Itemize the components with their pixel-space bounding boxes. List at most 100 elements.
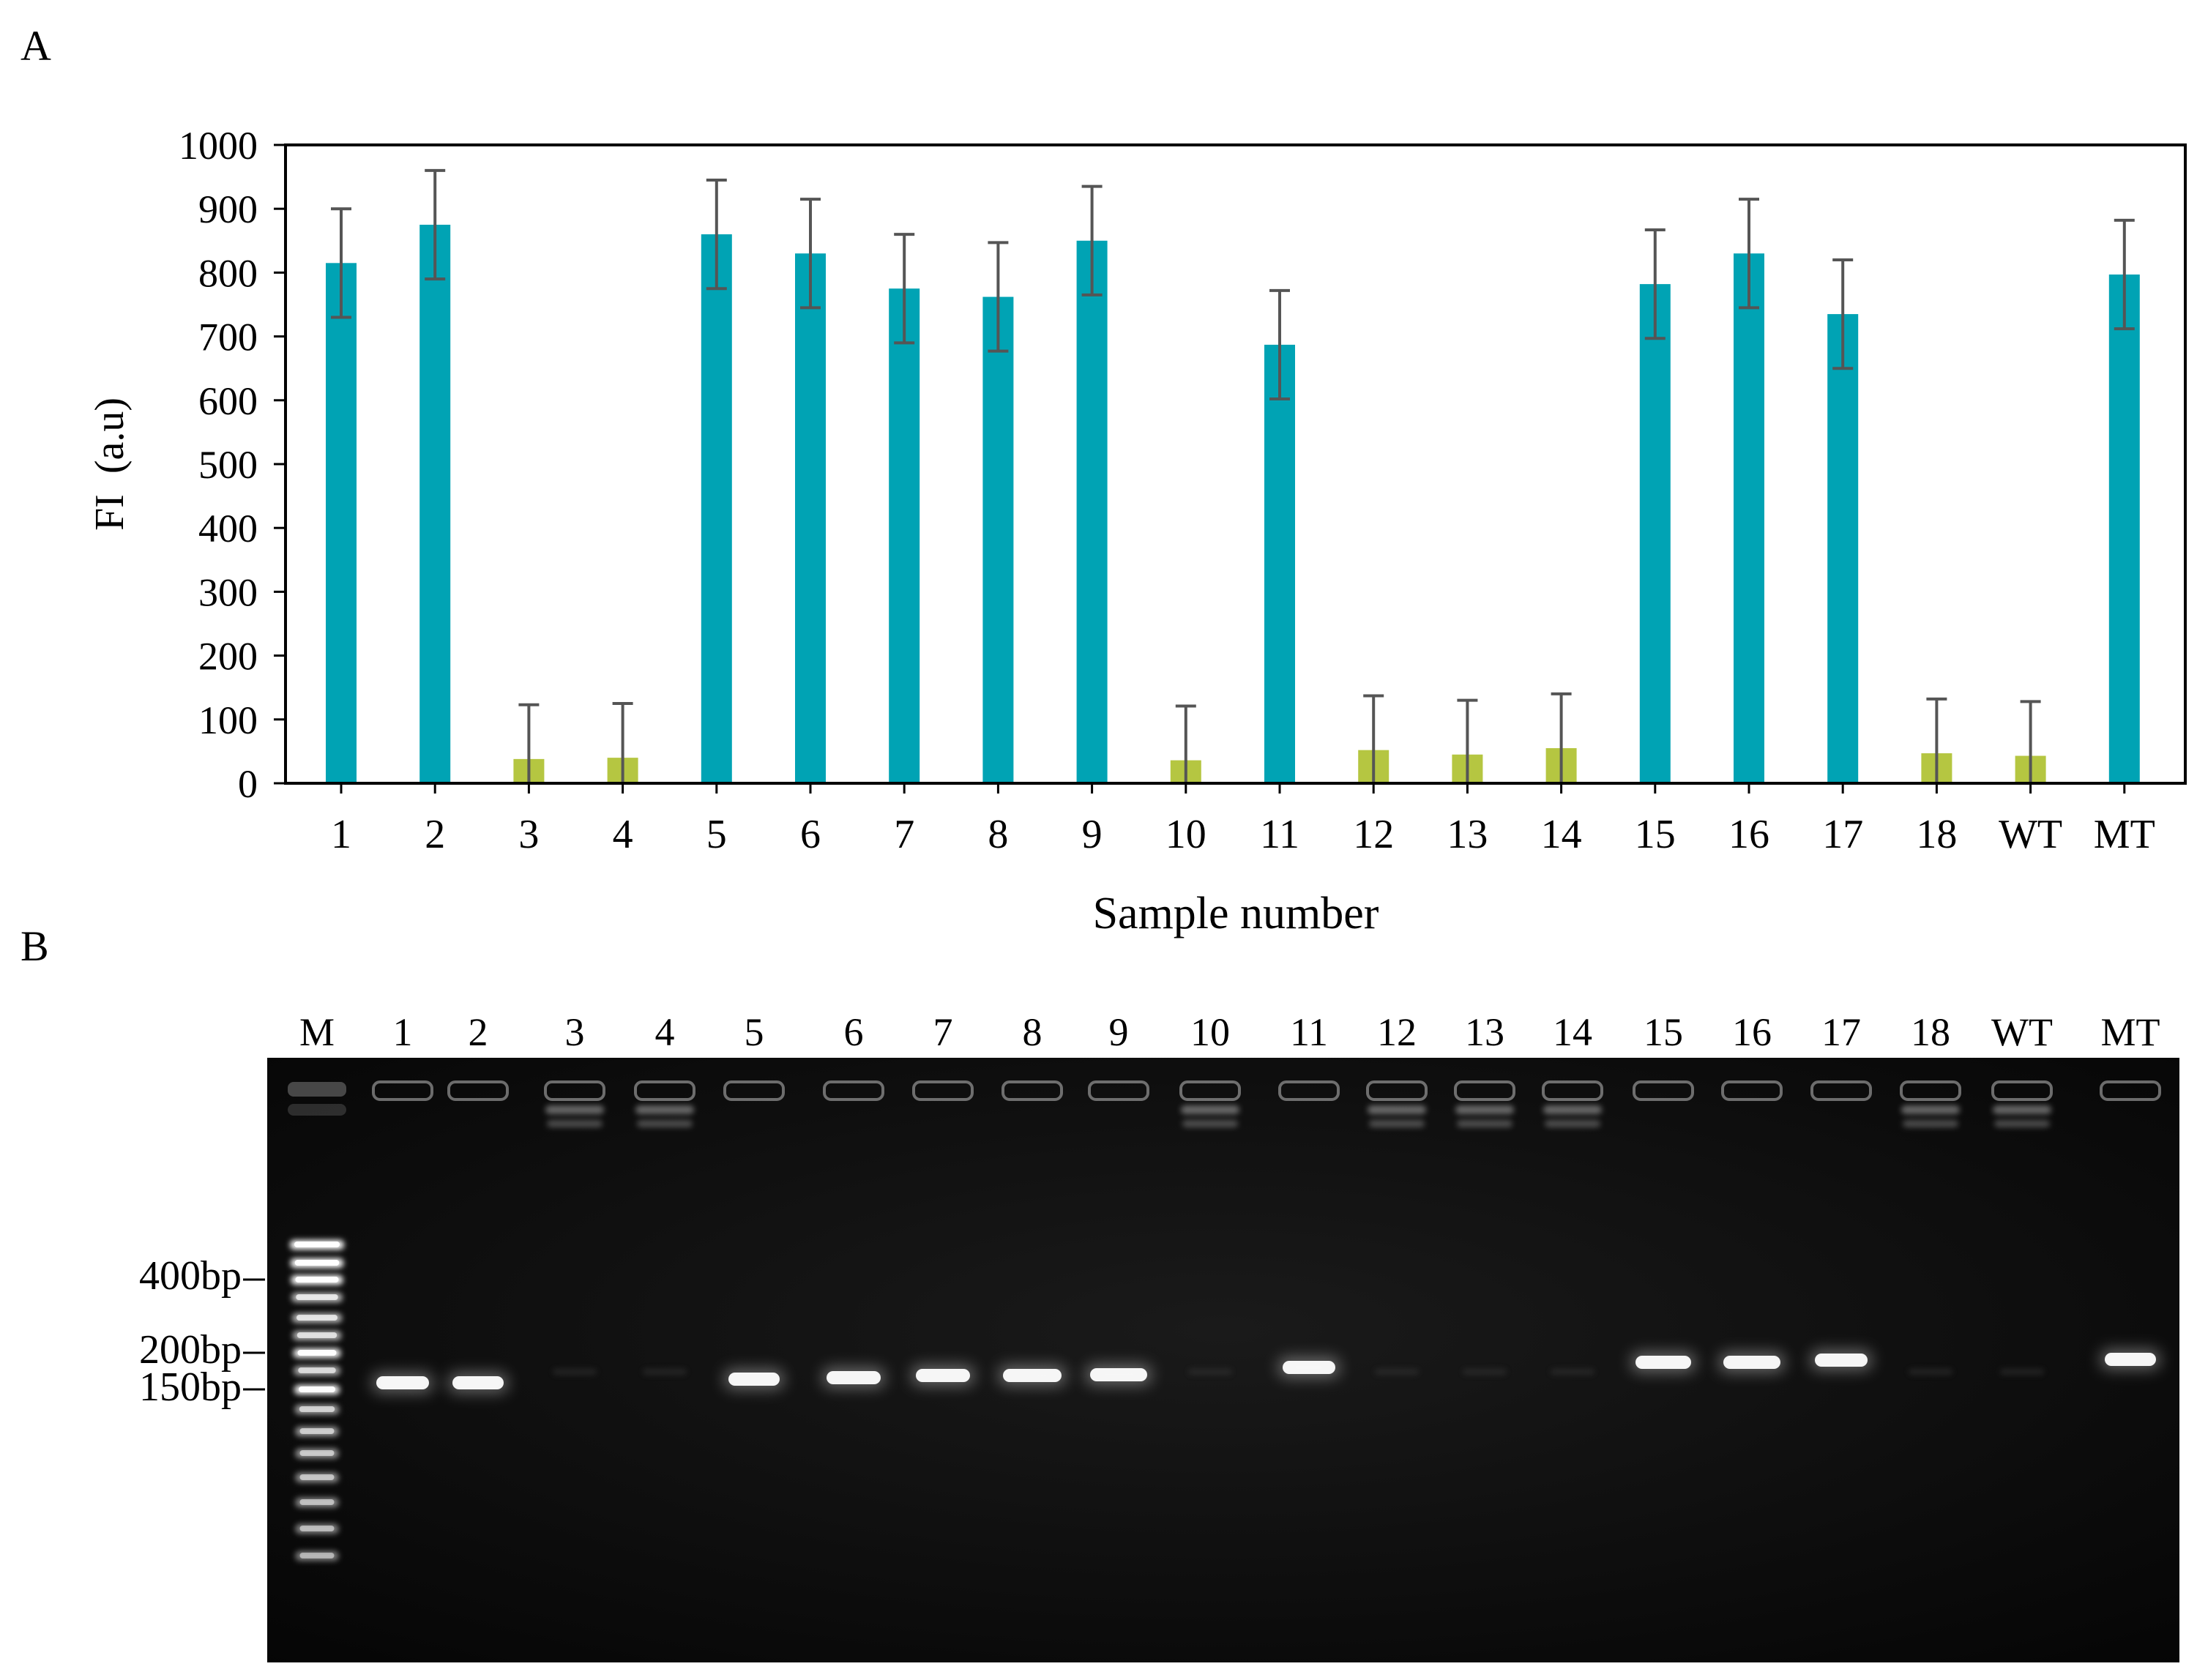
ladder-band-core — [296, 1332, 337, 1338]
x-tick-label-10: 10 — [1165, 812, 1206, 857]
gel-well — [1366, 1080, 1428, 1101]
x-tick-label-1: 1 — [331, 812, 351, 857]
well-smear — [1993, 1105, 2051, 1114]
well-smear — [1455, 1105, 1514, 1114]
gel-lane-label-18: 18 — [1911, 1010, 1950, 1054]
gel-well — [288, 1082, 346, 1097]
gel-lane-label-17: 17 — [1821, 1010, 1861, 1054]
marker-label-400bp: 400bp — [139, 1253, 242, 1299]
ladder-band — [295, 1551, 339, 1561]
x-tick-label-13: 13 — [1447, 812, 1488, 857]
ladder-band-core — [295, 1277, 339, 1283]
y-tick-label: 200 — [198, 635, 258, 679]
gel-lane-label-12: 12 — [1377, 1010, 1417, 1054]
bar-7 — [889, 288, 920, 783]
x-tick-label-8: 8 — [988, 812, 1008, 857]
bar-9 — [1076, 240, 1108, 783]
gel-lane-label-15: 15 — [1644, 1010, 1683, 1054]
y-tick-label: 600 — [198, 379, 258, 423]
bar-5 — [701, 234, 732, 784]
well-smear — [1545, 1120, 1600, 1127]
x-tick-label-15: 15 — [1635, 812, 1676, 857]
pcr-band-11 — [1283, 1361, 1335, 1374]
bar-15 — [1639, 284, 1671, 783]
x-tick-label-11: 11 — [1260, 812, 1299, 857]
gel-well — [1900, 1080, 1961, 1101]
ladder-band-core — [299, 1526, 335, 1531]
marker-label-150bp: 150bp — [139, 1364, 242, 1410]
faint-band — [643, 1369, 687, 1375]
gel-lane-label-16: 16 — [1732, 1010, 1772, 1054]
x-axis-ticks: 1 2 3 4 5 6 7 8 9 10 11 12 13 14 15 16 17 18 WT MT — [331, 783, 2155, 857]
gel-well — [1179, 1080, 1241, 1101]
bar-6 — [795, 253, 826, 783]
bars — [326, 225, 2140, 784]
gel-lane-label-6: 6 — [844, 1010, 864, 1054]
y-tick-label: 900 — [198, 187, 258, 231]
ladder-band-core — [299, 1450, 335, 1456]
gel-well — [1454, 1080, 1515, 1101]
gel-lane-label-4: 4 — [655, 1010, 675, 1054]
y-tick-label: 1000 — [179, 124, 258, 168]
well-smear — [1182, 1120, 1238, 1127]
ladder-band-core — [298, 1367, 336, 1373]
gel-well — [1278, 1080, 1340, 1101]
bar-2 — [419, 225, 451, 783]
gel-lane-label-2: 2 — [469, 1010, 488, 1054]
bar-11 — [1264, 344, 1295, 783]
well-smear — [547, 1120, 603, 1127]
gel-lane-label-3: 3 — [565, 1010, 585, 1054]
gel-lane-label-11: 11 — [1290, 1010, 1328, 1054]
x-tick-label-17: 17 — [1822, 812, 1863, 857]
pcr-band-9 — [1090, 1368, 1147, 1381]
panel-label-b: B — [20, 922, 49, 970]
gel-well — [823, 1080, 884, 1101]
gel-well — [544, 1080, 605, 1101]
well-smear — [1903, 1120, 1958, 1127]
gel-well — [2100, 1080, 2161, 1101]
pcr-band-16 — [1723, 1356, 1780, 1369]
x-tick-label-5: 5 — [706, 812, 727, 857]
gel-well — [1633, 1080, 1694, 1101]
gel-well — [1088, 1080, 1149, 1101]
pcr-band-7 — [916, 1369, 970, 1382]
ladder-band-core — [299, 1386, 335, 1392]
faint-band — [1188, 1369, 1232, 1375]
gel-well — [1721, 1080, 1783, 1101]
x-tick-label-14: 14 — [1541, 812, 1582, 857]
ladder-band-core — [296, 1315, 337, 1321]
gel-well — [634, 1080, 695, 1101]
x-tick-label-12: 12 — [1353, 812, 1394, 857]
pcr-band-1 — [376, 1376, 429, 1389]
ladder-band-core — [294, 1242, 340, 1247]
well-smear — [545, 1105, 604, 1114]
bar-17 — [1827, 314, 1859, 784]
gel-lane-label-10: 10 — [1190, 1010, 1230, 1054]
x-tick-label-9: 9 — [1082, 812, 1103, 857]
well-smear — [1368, 1105, 1426, 1114]
panel-label-a: A — [20, 22, 51, 70]
y-tick-label: 800 — [198, 251, 258, 295]
well-smear — [1901, 1105, 1960, 1114]
gel-lane-label-14: 14 — [1553, 1010, 1592, 1054]
pcr-band-8 — [1003, 1369, 1062, 1382]
gel-lane-label-7: 7 — [933, 1010, 953, 1054]
pcr-band-15 — [1635, 1356, 1691, 1369]
bar-8 — [982, 296, 1014, 783]
error-bars — [331, 168, 2135, 783]
well-smear — [635, 1105, 694, 1114]
gel-lane-label-MT: MT — [2101, 1010, 2160, 1054]
marker-label-200bp: 200bp — [139, 1327, 242, 1373]
gel-lane-labels: M 1 2 3 4 5 6 7 8 9 10 11 12 13 14 15 16 17 18 WT MT — [299, 1010, 2160, 1054]
gel-lane-label-13: 13 — [1465, 1010, 1504, 1054]
x-tick-label-6: 6 — [800, 812, 821, 857]
bar-1 — [326, 263, 357, 783]
gel-well — [1991, 1080, 2053, 1101]
faint-band — [553, 1369, 597, 1375]
bar-MT — [2108, 275, 2140, 783]
x-axis-label: Sample number — [1093, 889, 1379, 938]
gel-lane-label-9: 9 — [1109, 1010, 1129, 1054]
well-smear — [637, 1120, 693, 1127]
